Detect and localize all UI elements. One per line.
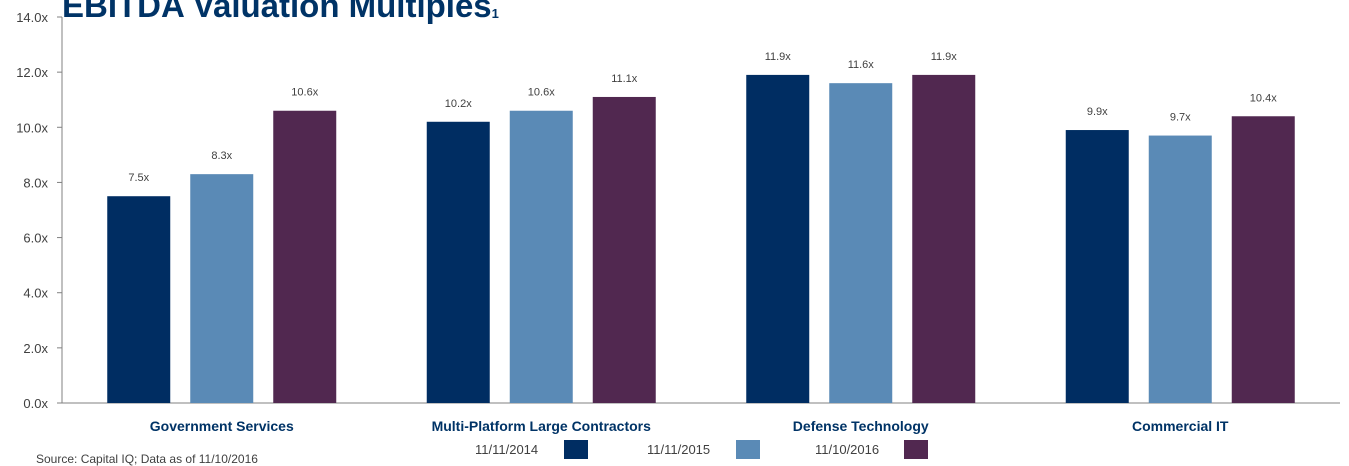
y-tick-label: 0.0x xyxy=(23,396,48,411)
y-tick-label: 6.0x xyxy=(23,231,48,246)
bars: 7.5x 8.3x 10.6x 10.2x 10.6x 11.1x 11.9x 11.6x 11… xyxy=(107,51,1295,404)
data-label: 9.7x xyxy=(1170,112,1191,124)
bar xyxy=(912,74,976,404)
bar xyxy=(273,110,337,403)
data-label: 11.6x xyxy=(848,59,875,71)
x-category-label: Government Services xyxy=(150,418,294,434)
legend-swatch xyxy=(736,440,760,459)
y-tick-label: 4.0x xyxy=(23,286,48,301)
data-label: 7.5x xyxy=(128,172,149,184)
category-labels: Government Services Multi-Platform Large … xyxy=(150,418,1229,434)
data-label: 11.9x xyxy=(765,51,792,63)
chart-title-text: EBITDA Valuation Multiples xyxy=(62,0,492,24)
data-label: 11.1x xyxy=(611,73,638,85)
x-category-label: Commercial IT xyxy=(1132,418,1229,434)
data-label: 9.9x xyxy=(1087,106,1108,118)
bar xyxy=(426,121,490,404)
y-tick-label: 12.0x xyxy=(16,65,48,80)
legend-swatch xyxy=(904,440,928,459)
bar xyxy=(592,96,656,403)
legend-label: 11/11/2015 xyxy=(647,442,710,457)
legend-swatch xyxy=(564,440,588,459)
data-label: 10.2x xyxy=(445,98,472,110)
x-category-label: Multi-Platform Large Contractors xyxy=(432,418,652,434)
bar xyxy=(1231,116,1295,403)
legend: 11/11/2014 11/11/2015 11/10/2016 xyxy=(475,440,928,459)
data-label: 10.4x xyxy=(1250,92,1277,104)
legend-label: 11/11/2014 xyxy=(475,442,538,457)
data-label: 11.9x xyxy=(931,51,958,63)
data-label: 10.6x xyxy=(291,87,318,99)
bar xyxy=(190,174,254,403)
chart-title: EBITDA Valuation Multiples1 xyxy=(62,0,499,26)
y-tick-label: 8.0x xyxy=(23,175,48,190)
bar xyxy=(1065,130,1129,404)
legend-label: 11/10/2016 xyxy=(815,442,879,457)
data-label: 10.6x xyxy=(528,87,555,99)
bar xyxy=(509,110,573,403)
bar xyxy=(829,83,893,404)
y-tick-label: 2.0x xyxy=(23,341,48,356)
y-tick-label: 10.0x xyxy=(16,120,48,135)
y-tick-label: 14.0x xyxy=(16,10,48,25)
source-note: Source: Capital IQ; Data as of 11/10/201… xyxy=(36,452,258,466)
bar xyxy=(107,196,171,403)
title-footnote-marker: 1 xyxy=(491,6,499,21)
data-label: 8.3x xyxy=(211,150,232,162)
bar xyxy=(746,74,810,404)
bar xyxy=(1148,135,1212,404)
x-category-label: Defense Technology xyxy=(793,418,929,434)
